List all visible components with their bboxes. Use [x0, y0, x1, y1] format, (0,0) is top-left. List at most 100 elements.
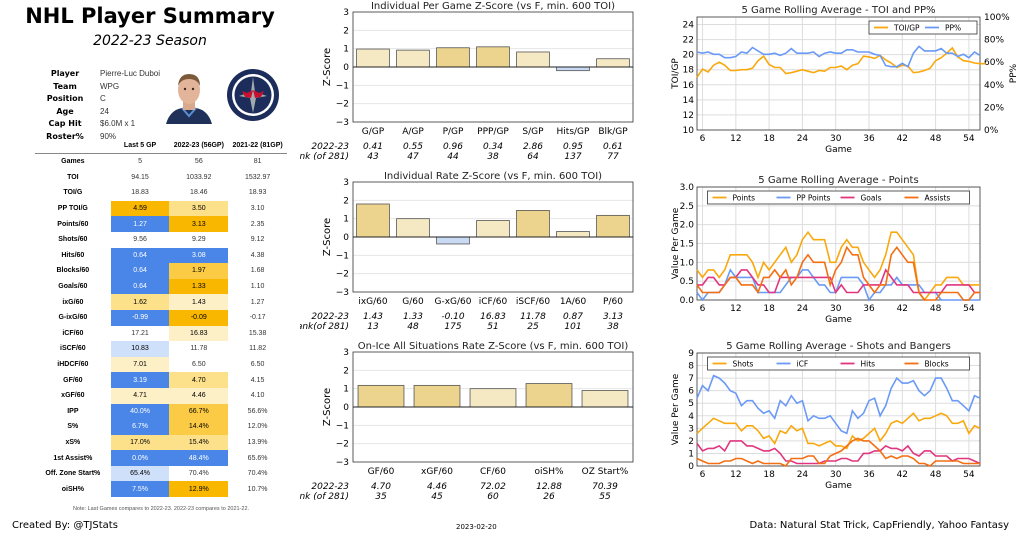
y-tick-label: 4	[688, 412, 694, 422]
table-cell: 1033.92	[186, 173, 212, 181]
table-cell: 9.12	[250, 236, 265, 244]
table-cell: 9.56	[133, 236, 147, 244]
table-cell: 70.4%	[188, 470, 209, 478]
value-label: 0.87	[563, 312, 583, 322]
y-tick-label: 0.5	[680, 277, 694, 287]
y2-tick-label: 100%	[984, 13, 1010, 23]
row-label-season: 2022-23	[311, 312, 349, 322]
x-tick-label: G/GP	[362, 127, 385, 137]
table-cell: 6.50	[192, 361, 206, 369]
table-row: S% 6.7% 14.4% 12.0%	[35, 419, 287, 435]
info-row-roster: Roster% 90%	[40, 130, 116, 143]
table-cell: 0.0%	[110, 450, 170, 466]
rank-label: 35	[375, 492, 387, 502]
table-cell: 17.0%	[110, 434, 170, 451]
x-tick-label: 30	[830, 134, 842, 144]
plot-frame	[696, 186, 981, 301]
table-cell: 65.4%	[110, 465, 170, 482]
bar-ixg60	[356, 203, 390, 238]
x-tick-label: 42	[897, 470, 908, 480]
table-cell: 1.27	[110, 216, 170, 232]
x-tick-label: iCF/60	[479, 297, 508, 307]
chart-title: 5 Game Rolling Average - TOI and PP%	[742, 5, 936, 16]
table-cell: 65.6%	[247, 454, 268, 462]
y-tick-label: 3	[343, 348, 349, 358]
row-label: iSCF/60	[60, 345, 86, 353]
x-axis-label: Game	[825, 481, 852, 491]
bar-oish	[525, 383, 573, 408]
legend-label: Blocks	[925, 360, 949, 369]
y2-tick-label: 80%	[984, 36, 1004, 46]
table-cell: 18.46	[190, 189, 208, 197]
y-tick-label: 2.0	[680, 221, 695, 231]
table-cell: 81	[253, 158, 262, 166]
row-label: Shots/60	[58, 236, 88, 244]
season-subtitle: 2022-23 Season	[93, 33, 207, 49]
series-line-assists	[696, 245, 980, 301]
y-tick-label: 10	[683, 126, 695, 136]
table-cell: 12.0%	[247, 423, 268, 431]
table-cell: 6.7%	[110, 419, 170, 435]
x-tick-label: CF/60	[480, 467, 506, 477]
y-tick-label: 18	[683, 66, 695, 76]
y-tick-label: 0	[688, 462, 694, 472]
table-cell: 15.38	[248, 329, 267, 337]
table-cell: 4.46	[169, 387, 229, 404]
bar-gxg60	[436, 236, 470, 245]
rank-label: 45	[431, 492, 443, 502]
x-tick-label: 30	[830, 470, 842, 480]
legend-label: TOI/GP	[893, 24, 920, 33]
table-cell: 5	[138, 158, 143, 166]
x-tick-label: 6	[700, 304, 706, 314]
y-tick-label: 3.0	[680, 183, 695, 193]
legend-label: PP Points	[797, 194, 831, 203]
bar-hitsgp	[556, 66, 590, 72]
series-line-blocks	[696, 437, 980, 467]
rank-label: 77	[607, 152, 619, 162]
x-tick-label: oiSH%	[534, 467, 563, 477]
table-cell: 15.4%	[169, 434, 229, 451]
table-cell: 56.6%	[247, 407, 268, 415]
x-tick-label: A/GP	[402, 127, 424, 137]
info-label: Cap Hit	[48, 119, 82, 128]
table-cell: 16.83	[169, 325, 229, 342]
x-tick-label: iSCF/60	[516, 297, 550, 307]
table-row: Goals/60 0.64 1.33 1.10	[35, 278, 287, 295]
row-label: Points/60	[57, 220, 89, 228]
credit-text: Created By: @TJStats	[12, 520, 118, 531]
table-row: xS% 17.0% 15.4% 13.9%	[35, 434, 287, 451]
rank-label: 26	[543, 492, 555, 502]
chart-title: 5 Game Rolling Average - Points	[758, 175, 918, 186]
table-cell: 13.9%	[247, 438, 268, 446]
column-header: 2022-23 (56GP)	[169, 138, 229, 154]
table-cell: -0.17	[249, 314, 266, 322]
info-row-age: Age 24	[40, 105, 109, 118]
x-tick-label: 12	[730, 304, 741, 314]
bar-pgp	[436, 47, 470, 68]
table-cell: 48.4%	[169, 450, 229, 466]
series-line-toigp	[696, 46, 986, 78]
row-label-rank: Rank(of 281)	[300, 322, 349, 332]
info-label: Roster%	[46, 131, 84, 141]
table-cell: 12.9%	[169, 481, 229, 498]
bar-ozstart	[581, 390, 629, 408]
chart-title: 5 Game Rolling Average - Shots and Bange…	[726, 341, 951, 352]
x-tick-label: 12	[730, 134, 741, 144]
y-tick-label: −1	[336, 421, 349, 431]
chart-rate-zscore: Individual Rate Z-Score (vs F, min. 600 …	[300, 171, 634, 332]
y-tick-label: −2	[336, 440, 349, 450]
table-row: ixG/60 1.62 1.43 1.27	[35, 294, 287, 310]
table-row: IPP 40.0% 66.7% 56.6%	[35, 403, 287, 420]
x-tick-label: 24	[797, 134, 809, 144]
x-tick-label: 42	[897, 304, 908, 314]
y2-tick-label: 60%	[984, 58, 1004, 68]
x-tick-label: 48	[930, 134, 942, 144]
table-cell: 11.78	[190, 345, 208, 353]
x-tick-label: OZ Start%	[582, 467, 629, 477]
bar-cf60	[469, 388, 517, 408]
chart-onice-zscore: On-Ice All Situations Rate Z-Score (vs F…	[300, 341, 634, 502]
y2-axis-label: PP%	[1009, 63, 1019, 83]
table-cell: 3.13	[169, 216, 229, 232]
y-tick-label: −2	[336, 100, 349, 110]
team-logo	[226, 68, 280, 122]
